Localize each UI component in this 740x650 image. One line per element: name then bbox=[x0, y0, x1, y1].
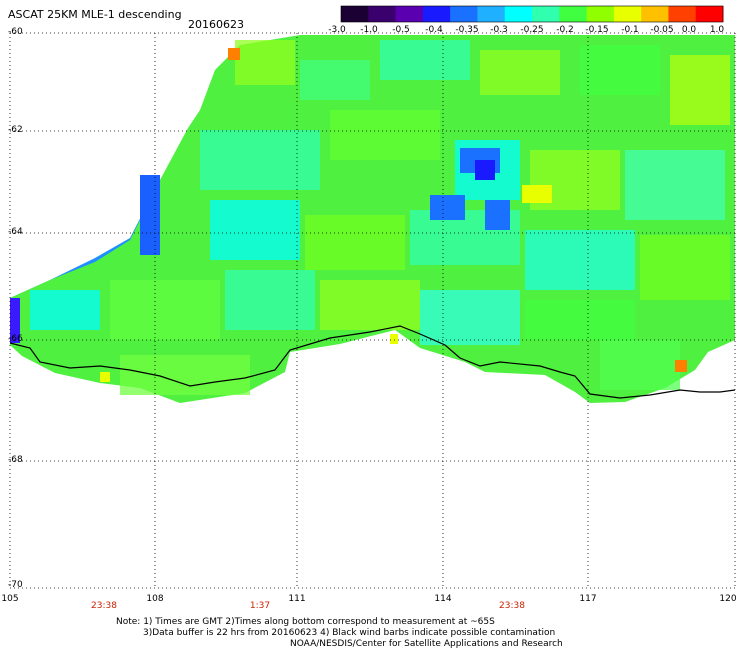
lat-label: -66 bbox=[8, 334, 23, 344]
time-label: 23:38 bbox=[91, 601, 117, 611]
time-label: 1:37 bbox=[249, 601, 271, 611]
lon-label: 114 bbox=[434, 594, 452, 604]
colorbar-swatch bbox=[368, 6, 397, 22]
time-label: 23:38 bbox=[499, 601, 525, 611]
colorbar-label: -0.1 bbox=[621, 25, 639, 35]
colorbar-label: -3.0 bbox=[328, 25, 346, 35]
colorbar-swatch bbox=[395, 6, 424, 22]
colorbar-label: -1.0 bbox=[360, 25, 378, 35]
low-value-patches bbox=[10, 148, 510, 343]
colorbar-swatch bbox=[422, 6, 451, 22]
lon-label: 108 bbox=[146, 594, 164, 604]
colorbar-swatch bbox=[668, 6, 697, 22]
colorbar-label: -0.05 bbox=[650, 25, 674, 35]
colorbar-swatch bbox=[504, 6, 533, 22]
colorbar-label: -0.15 bbox=[585, 25, 609, 35]
colorbar-label: 0.0 bbox=[681, 25, 697, 35]
colorbar-label: -0.5 bbox=[392, 25, 410, 35]
high-value-patches bbox=[100, 48, 687, 382]
note-line-1: Note: 1) Times are GMT 2)Times along bot… bbox=[116, 617, 495, 627]
colorbar-swatch bbox=[559, 6, 588, 22]
map-date: 20160623 bbox=[188, 18, 244, 31]
lat-label: -62 bbox=[8, 125, 23, 135]
lon-label: 105 bbox=[1, 594, 19, 604]
colorbar-swatch bbox=[532, 6, 560, 22]
colorbar bbox=[340, 5, 724, 23]
lat-label: -60 bbox=[8, 27, 23, 37]
colorbar-labels: -3.0 -1.0 -0.5 -0.4 -0.35 -0.3 -0.25 -0.… bbox=[328, 25, 727, 37]
colorbar-label: -0.25 bbox=[520, 25, 544, 35]
lon-label: 111 bbox=[288, 594, 306, 604]
lat-label: -68 bbox=[8, 455, 23, 465]
lat-label: -70 bbox=[8, 580, 23, 590]
coastline bbox=[9, 325, 736, 399]
colorbar-label: -0.2 bbox=[556, 25, 574, 35]
colorbar-swatch bbox=[613, 6, 642, 22]
lon-label: 117 bbox=[579, 594, 597, 604]
colorbar-label: -0.3 bbox=[490, 25, 508, 35]
lon-label: 120 bbox=[719, 594, 737, 604]
colorbar-swatch bbox=[341, 6, 369, 22]
note-line-2: 3)Data buffer is 22 hrs from 20160623 4)… bbox=[143, 628, 556, 638]
colorbar-label: -0.35 bbox=[455, 25, 479, 35]
colorbar-swatch bbox=[695, 6, 724, 22]
colorbar-swatch bbox=[477, 6, 506, 22]
colorbar-border bbox=[340, 5, 724, 23]
colorbar-swatch bbox=[450, 6, 478, 22]
note-line-3: NOAA/NESDIS/Center for Satellite Applica… bbox=[290, 639, 563, 649]
colorbar-swatch bbox=[641, 6, 669, 22]
colorbar-label: 1.0 bbox=[709, 25, 725, 35]
map-title: ASCAT 25KM MLE-1 descending bbox=[8, 8, 182, 21]
colorbar-swatch bbox=[586, 6, 615, 22]
colorbar-label: -0.4 bbox=[425, 25, 443, 35]
lat-label: -64 bbox=[8, 227, 23, 237]
